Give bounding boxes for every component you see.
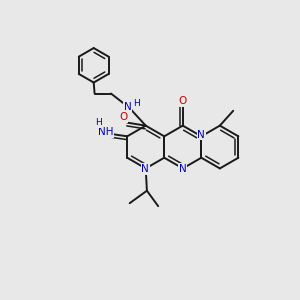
Text: O: O (179, 96, 187, 106)
Text: H: H (96, 118, 102, 127)
Text: N: N (124, 102, 132, 112)
Text: N: N (197, 130, 205, 140)
Text: H: H (133, 99, 140, 108)
Text: N: N (141, 164, 149, 174)
Text: O: O (120, 112, 128, 122)
Text: N: N (179, 164, 187, 174)
Text: NH: NH (98, 128, 113, 137)
